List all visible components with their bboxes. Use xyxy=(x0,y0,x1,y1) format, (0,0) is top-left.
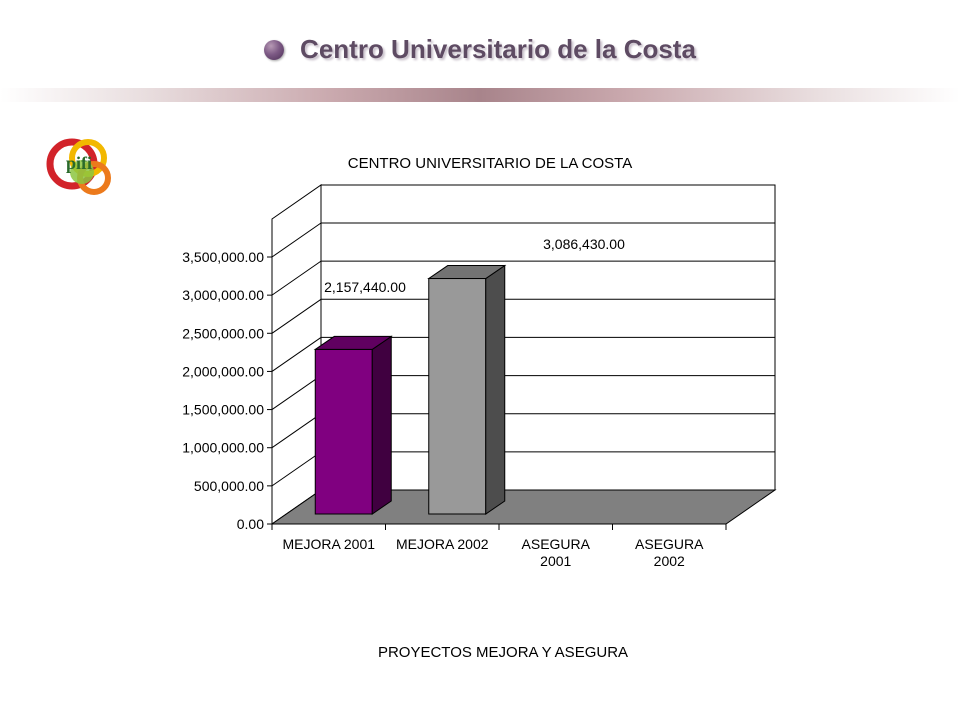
y-tick-label: 500,000.00 xyxy=(194,478,264,494)
y-tick-label: 2,000,000.00 xyxy=(182,363,264,379)
gridline-side xyxy=(271,413,322,449)
chart-title: CENTRO UNIVERSITARIO DE LA COSTA xyxy=(348,155,633,172)
x-category-label: ASEGURA 2002 xyxy=(635,536,704,569)
purple-sphere-bullet-icon xyxy=(264,39,285,60)
y-tick-label: 3,000,000.00 xyxy=(182,287,264,303)
pifi-logo-icon: pifi xyxy=(46,138,111,195)
logo-text: pifi xyxy=(66,153,92,173)
chart-layer: 0.00 500,000.00 1,000,000.00 1,500,000.00 2,… xyxy=(182,155,777,661)
bar-top xyxy=(313,335,393,350)
slide-title: Centro Universitario de la Costa xyxy=(300,34,696,64)
x-axis-title: PROYECTOS MEJORA Y ASEGURA xyxy=(378,644,628,661)
title-inner: Centro Universitario de la Costa xyxy=(264,34,696,65)
bar-side xyxy=(371,335,392,515)
y-tick-label: 0.00 xyxy=(237,516,264,532)
data-label: 2,157,440.00 xyxy=(324,279,406,295)
bar-front xyxy=(314,348,373,515)
gridline-side xyxy=(271,337,322,372)
bar-front xyxy=(428,278,487,515)
bar-top xyxy=(427,265,507,280)
y-tick-label: 2,500,000.00 xyxy=(182,325,264,341)
x-category-label: MEJORA 2001 xyxy=(282,536,375,552)
logo-ring-green xyxy=(70,160,94,184)
gridline-side xyxy=(271,375,322,410)
gridline-side xyxy=(271,451,322,487)
data-label: 3,086,430.00 xyxy=(543,236,625,252)
header-divider xyxy=(0,88,960,102)
x-category-label: MEJORA 2002 xyxy=(396,536,489,552)
x-category-label: ASEGURA 2001 xyxy=(522,536,591,569)
gridline-side xyxy=(271,298,322,334)
title-row: Centro Universitario de la Costa xyxy=(0,34,960,65)
y-tick-label: 3,500,000.00 xyxy=(182,249,264,265)
slide-header: Centro Universitario de la Costa xyxy=(0,0,960,110)
gridline-side xyxy=(271,260,322,296)
bar-side xyxy=(485,264,506,515)
y-tick-label: 1,000,000.00 xyxy=(182,440,264,456)
gridline-side xyxy=(271,222,322,258)
y-tick-label: 1,500,000.00 xyxy=(182,402,264,418)
